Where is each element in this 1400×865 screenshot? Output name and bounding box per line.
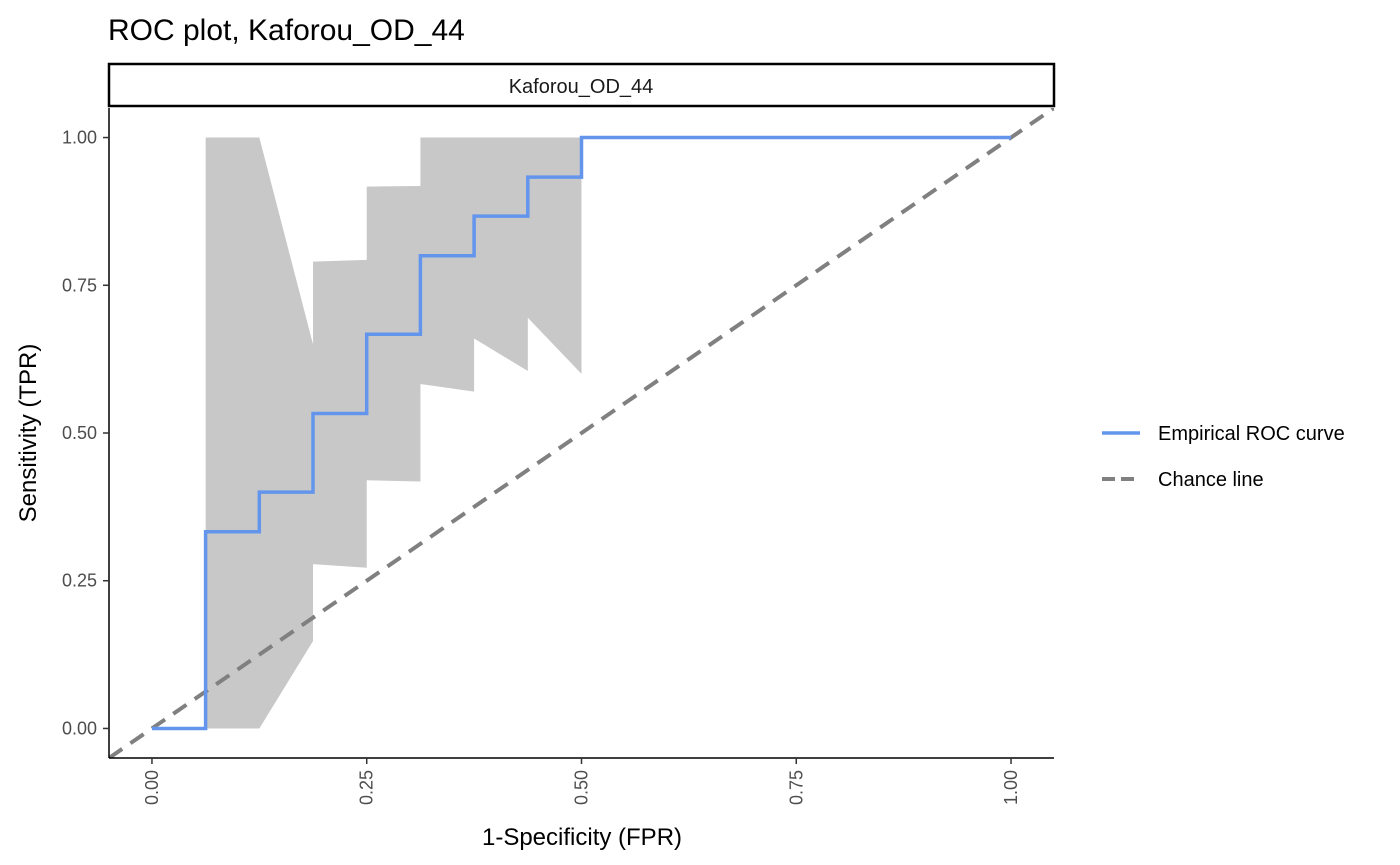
chart-title: ROC plot, Kaforou_OD_44 xyxy=(108,14,465,47)
y-axis-ticks: 0.00 0.25 0.50 0.75 1.00 xyxy=(62,128,109,738)
y-tick-label: 1.00 xyxy=(62,128,97,148)
x-tick-label: 0.25 xyxy=(357,770,377,805)
legend: Empirical ROC curve Chance line xyxy=(1102,423,1345,491)
facet-strip-label: Kaforou_OD_44 xyxy=(509,76,654,98)
y-axis-title: Sensitivity (TPR) xyxy=(15,344,42,523)
y-tick-label: 0.75 xyxy=(62,275,97,295)
empirical-roc-curve-line xyxy=(152,135,1011,731)
x-tick-label: 0.75 xyxy=(786,770,806,805)
y-tick-label: 0.25 xyxy=(62,571,97,591)
legend-label-empirical-roc-curve: Empirical ROC curve xyxy=(1158,423,1345,445)
chance-line-line xyxy=(109,108,1054,758)
y-tick-label: 0.00 xyxy=(62,718,97,738)
series-layer xyxy=(109,108,1054,758)
confidence-band-layer xyxy=(205,137,582,729)
x-axis-ticks: 0.00 0.25 0.50 0.75 1.00 xyxy=(142,758,1021,805)
facet-strip: Kaforou_OD_44 xyxy=(107,62,1056,108)
x-axis-title: 1-Specificity (FPR) xyxy=(482,824,682,851)
x-tick-label: 0.00 xyxy=(142,770,162,805)
x-tick-label: 0.50 xyxy=(572,770,592,805)
legend-label-chance-line: Chance line xyxy=(1158,469,1264,491)
x-tick-label: 1.00 xyxy=(1001,770,1021,805)
confidence-band xyxy=(205,137,582,729)
facet-strip-box xyxy=(107,62,1056,108)
y-tick-label: 0.50 xyxy=(62,423,97,443)
